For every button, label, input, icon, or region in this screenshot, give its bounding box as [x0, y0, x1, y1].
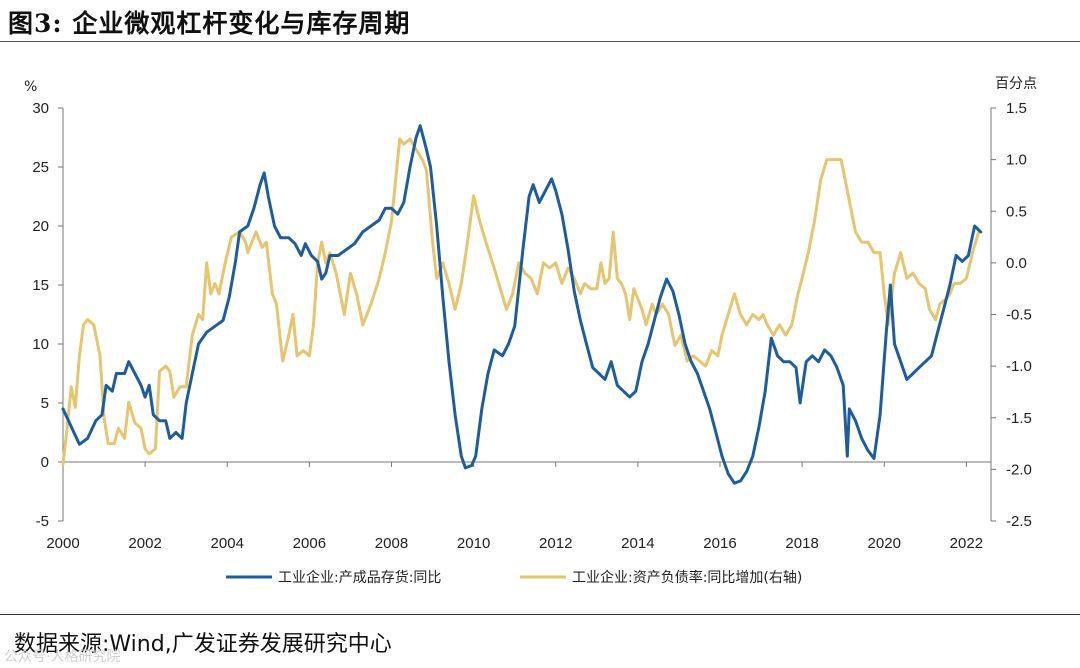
left-tick-label: 5: [41, 395, 49, 412]
source-divider: [0, 614, 1080, 615]
right-tick-label: -0.5: [1006, 307, 1032, 324]
chart: % 百分点 30 25 20 15 10 5 0 -5 1.5 1.0 0.5 0.0 -0.5 -1.0…: [24, 76, 1037, 586]
legend-label-2: 工业企业:资产负债率:同比增加(右轴): [572, 569, 802, 586]
left-tick-label: 10: [32, 336, 49, 353]
x-tick-label: 2020: [868, 535, 901, 552]
left-tick-label: 20: [32, 218, 49, 235]
legend: 工业企业:产成品存货:同比 工业企业:资产负债率:同比增加(右轴): [226, 569, 802, 586]
axes: 30 25 20 15 10 5 0 -5 1.5 1.0 0.5 0.0 -0.5 -1.0 -1.5 -2…: [32, 100, 1032, 552]
x-tick-label: 2008: [375, 535, 408, 552]
x-tick-label: 2006: [293, 535, 326, 552]
series-line-inventory-yoy: [61, 124, 983, 485]
title-divider: [0, 41, 1080, 42]
x-tick-label: 2022: [950, 535, 983, 552]
source-note: 数据来源:Wind,广发证券发展研究中心: [14, 632, 392, 657]
x-tick-label: 2004: [211, 535, 244, 552]
legend-label-1: 工业企业:产成品存货:同比: [278, 569, 441, 586]
right-tick-label: 0.5: [1006, 203, 1027, 220]
page-title: 图3: 企业微观杠杆变化与库存周期: [8, 9, 411, 38]
x-tick-label: 2010: [457, 535, 490, 552]
left-axis-unit: %: [24, 79, 37, 95]
x-tick-label: 2018: [785, 535, 818, 552]
x-tick-label: 2016: [703, 535, 736, 552]
watermark: 公众号·人格研究院: [4, 649, 121, 665]
right-tick-label: -1.5: [1006, 410, 1032, 427]
x-tick-label: 2000: [46, 535, 79, 552]
x-tick-label: 2002: [128, 535, 161, 552]
left-tick-label: -5: [36, 513, 49, 530]
right-tick-label: 1.0: [1006, 152, 1027, 169]
x-tick-label: 2012: [539, 535, 572, 552]
right-tick-label: 0.0: [1006, 255, 1027, 272]
series-line-debt-ratio-change: [61, 137, 981, 466]
series-lines: [61, 124, 983, 485]
left-tick-label: 30: [32, 100, 49, 117]
left-tick-label: 0: [41, 454, 49, 471]
right-tick-label: -1.0: [1006, 358, 1032, 375]
left-tick-label: 25: [32, 159, 49, 176]
x-tick-label: 2014: [621, 535, 654, 552]
right-axis-unit: 百分点: [995, 76, 1037, 92]
right-tick-label: -2.0: [1006, 461, 1032, 478]
right-tick-label: 1.5: [1006, 100, 1027, 117]
right-tick-label: -2.5: [1006, 513, 1032, 530]
left-tick-label: 15: [32, 277, 49, 294]
